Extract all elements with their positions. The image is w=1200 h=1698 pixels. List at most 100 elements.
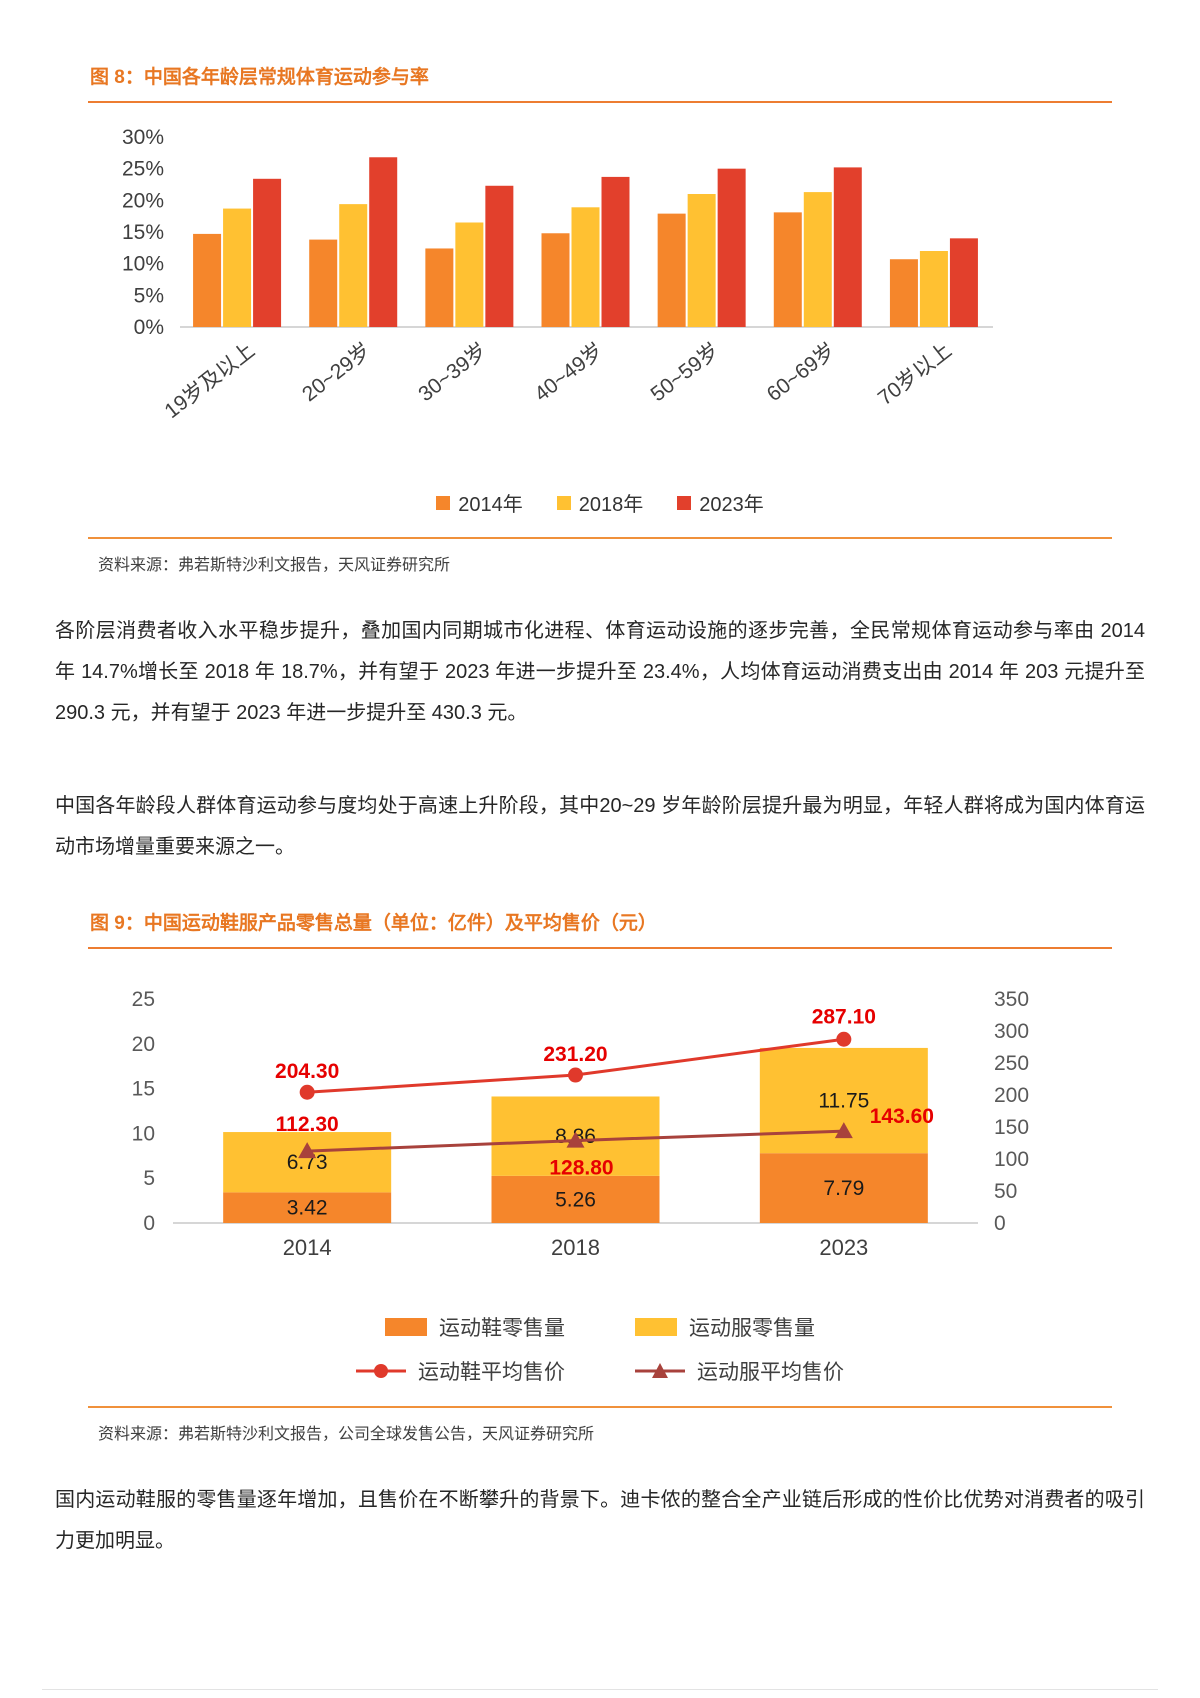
x-axis-label: 19岁及以上 [160,339,259,423]
x-axis-label: 30~39岁 [414,339,491,406]
x-axis-label: 70岁以上 [874,339,956,410]
legend-item-2018年: 2018年 [556,488,644,517]
legend-row-lines: 运动鞋平均售价 运动服平均售价 [356,1356,844,1386]
x-axis-label: 50~59岁 [647,339,724,406]
right-axis-tick: 50 [994,1180,1017,1203]
page-bottom-divider [42,1689,1158,1690]
right-axis-tick: 300 [994,1020,1029,1043]
figure9-legend: 运动鞋零售量 运动服零售量运动鞋平均售价 运动服平均售价 [88,1312,1112,1386]
triangle-marker-icon [566,1131,585,1148]
x-axis-label: 2014 [283,1235,332,1260]
x-axis-label: 60~69岁 [763,339,840,406]
legend-bar-swatch-icon [635,1318,677,1336]
y-axis-tick: 25% [122,158,164,181]
figure8-chart: 0% 5% 10% 15% 20% 25% 30% 19岁及以上 20~29岁 30~39岁 40~… [88,115,1112,458]
legend-item-运动鞋平均售价: 运动鞋平均售价 [356,1356,565,1386]
bar-2023年-60~69岁 [833,167,862,327]
bar-2014年-50~59岁 [657,213,686,327]
legend-item-运动鞋零售量: 运动鞋零售量 [385,1312,565,1342]
legend-item-2023年: 2023年 [677,488,764,517]
right-axis-tick: 250 [994,1052,1029,1075]
figure8-legend: 2014年 2018年 2023年 [88,488,1112,517]
bar-2018年-30~39岁 [455,222,484,327]
price-label: 287.10 [812,1005,876,1028]
bar-2018年-19岁及以上 [223,208,252,327]
bar-2023年-40~49岁 [601,176,630,327]
legend-line-circle-icon [356,1364,406,1378]
legend-item-运动服平均售价: 运动服平均售价 [635,1356,844,1386]
y-axis-tick: 10% [122,253,164,276]
circle-marker-icon [568,1067,583,1083]
right-axis-tick: 150 [994,1116,1029,1139]
bar-2023年-50~59岁 [717,168,746,327]
right-axis-tick: 350 [994,988,1029,1011]
right-axis-tick: 0 [994,1212,1006,1235]
legend-bar-swatch-icon [385,1318,427,1336]
legend-label: 运动鞋零售量 [439,1317,565,1340]
participation-chart-svg: 0% 5% 10% 15% 20% 25% 30% 19岁及以上 20~29岁 30~39岁 40~… [122,126,993,423]
y-axis-tick: 5% [134,284,164,307]
legend-line-triangle-icon [635,1363,685,1378]
price-label: 143.60 [870,1105,934,1128]
bar-2018年-60~69岁 [803,192,832,327]
bar-2014年-30~39岁 [425,248,454,327]
figure8-title: 图 8：中国各年龄层常规体育运动参与率 [88,50,1112,103]
bar-value-label: 3.42 [287,1197,328,1220]
left-axis-tick: 15 [132,1078,155,1101]
bar-value-label: 11.75 [818,1090,869,1113]
legend-swatch-icon [556,495,571,510]
bar-value-label: 7.79 [823,1177,864,1200]
legend-label: 2018年 [578,494,644,516]
bar-shoes-2023 [759,1153,928,1223]
x-axis-label: 2018 [551,1235,600,1260]
bar-2023年-70岁以上 [949,238,978,327]
left-axis-tick: 0 [143,1212,155,1235]
figure8-block: 图 8：中国各年龄层常规体育运动参与率 0% 5% 10% 15% 20% 25% 30% 1… [88,0,1112,577]
y-axis-tick: 0% [134,316,164,339]
x-axis-label: 2023 [819,1235,868,1260]
paragraph-age-groups: 中国各年龄段人群体育运动参与度均处于高速上升阶段，其中20~29 岁年龄阶层提升… [55,795,1145,858]
bar-shoes-2014 [223,1192,392,1223]
legend-swatch-icon [436,495,451,510]
figure9-title: 图 9：中国运动鞋服产品零售总量（单位：亿件）及平均售价（元） [88,896,1112,949]
figure9-source: 资料来源：弗若斯特沙利文报告，公司全球发售公告，天风证券研究所 [98,1426,595,1443]
circle-marker-icon [836,1031,852,1047]
left-axis-tick: 5 [143,1167,155,1190]
legend-item-2014年: 2014年 [436,488,523,517]
figure9-block: 图 9：中国运动鞋服产品零售总量（单位：亿件）及平均售价（元） 0 5 10 15 20… [88,896,1112,1446]
bar-apparel-2014 [223,1132,392,1193]
figure9-chart: 0 5 10 15 20 25 0 50 100 150 200 250 300 350 3.42 6.73 2… [88,961,1112,1298]
y-axis-tick: 20% [122,189,164,212]
price-label: 231.20 [543,1043,607,1066]
x-axis-label: 20~29岁 [298,339,375,406]
bar-2014年-60~69岁 [773,212,802,327]
x-axis-label: 40~49岁 [530,339,607,406]
bar-2018年-70岁以上 [919,251,948,327]
price-label: 204.30 [275,1060,339,1083]
right-axis-tick: 200 [994,1084,1029,1107]
paragraph-participation-growth: 各阶层消费者收入水平稳步提升，叠加国内同期城市化进程、体育运动设施的逐步完善，全… [55,620,1145,724]
figure8-source-row: 资料来源：弗若斯特沙利文报告，天风证券研究所 [88,537,1112,577]
price-label: 128.80 [549,1157,613,1180]
retail-chart-svg: 05101520250501001502002503003503.426.732… [132,988,1029,1260]
legend-row-bars: 运动鞋零售量 运动服零售量 [385,1312,815,1342]
bar-2018年-50~59岁 [687,194,716,327]
circle-marker-icon [299,1084,315,1100]
right-axis-tick: 100 [994,1148,1029,1171]
bar-2018年-40~49岁 [571,207,600,327]
legend-label: 运动服平均售价 [697,1361,844,1384]
legend-label: 2014年 [458,494,523,516]
bar-shoes-2018 [491,1175,660,1223]
legend-label: 运动服零售量 [689,1317,815,1340]
legend-label: 运动鞋平均售价 [418,1361,565,1384]
bar-2018年-20~29岁 [339,204,368,327]
bar-2023年-30~39岁 [485,185,514,327]
triangle-marker-icon [834,1122,853,1139]
bar-value-label: 6.73 [287,1151,328,1174]
legend-label: 2023年 [699,494,764,516]
price-label: 112.30 [276,1113,339,1136]
triangle-marker-icon [298,1142,317,1159]
bar-2023年-19岁及以上 [253,178,282,327]
bar-2014年-70岁以上 [889,259,918,327]
